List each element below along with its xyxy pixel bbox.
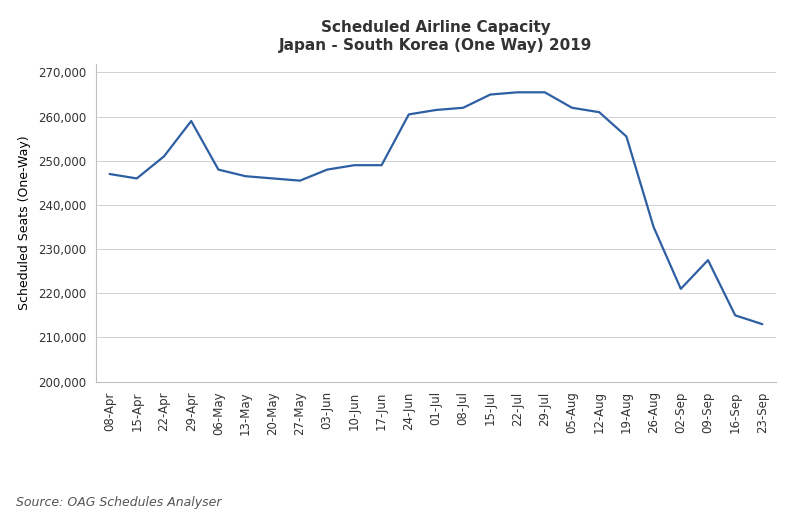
Text: Source: OAG Schedules Analyser: Source: OAG Schedules Analyser bbox=[16, 496, 222, 509]
Y-axis label: Scheduled Seats (One-Way): Scheduled Seats (One-Way) bbox=[18, 135, 31, 310]
Title: Scheduled Airline Capacity
Japan - South Korea (One Way) 2019: Scheduled Airline Capacity Japan - South… bbox=[279, 20, 593, 52]
